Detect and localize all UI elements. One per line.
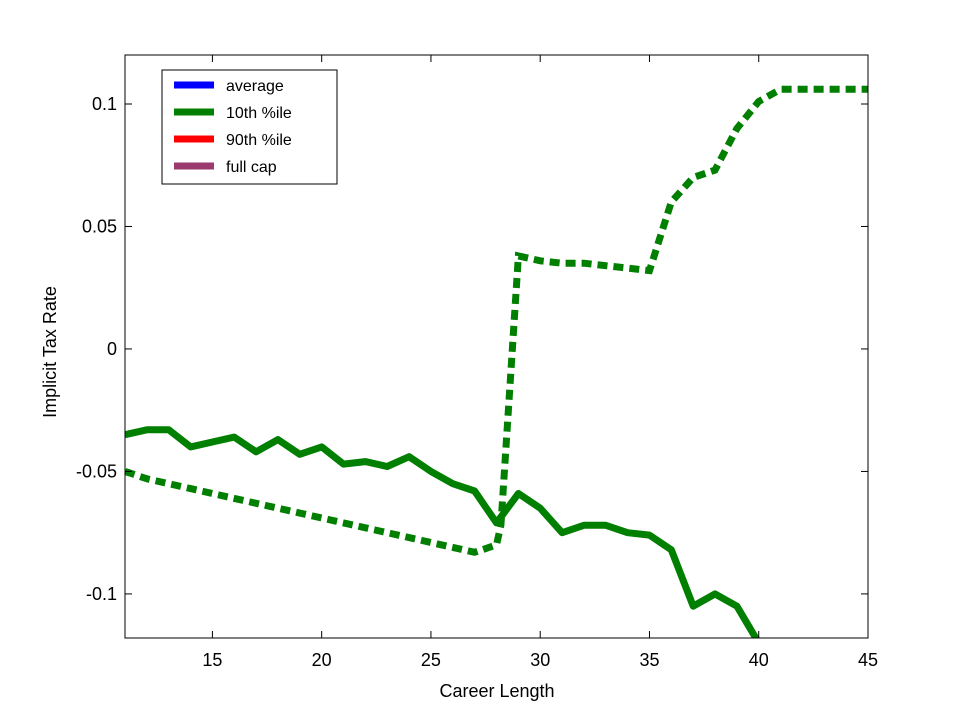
x-tick-label: 25 xyxy=(421,650,441,670)
plot-frame xyxy=(124,54,869,639)
x-tick-label: 30 xyxy=(530,650,550,670)
series-line-dotted xyxy=(125,85,868,556)
y-tick-label: 0 xyxy=(107,339,117,359)
y-tick-label: -0.05 xyxy=(76,461,117,481)
x-tick-label: 15 xyxy=(202,650,222,670)
series-line-solid xyxy=(125,426,760,638)
legend-label: full cap xyxy=(226,159,277,176)
y-tick-label: 0.1 xyxy=(92,94,117,114)
x-tick-label: 20 xyxy=(312,650,332,670)
legend: average 10th %ile 90th %ile full cap xyxy=(161,69,338,185)
x-tick-label: 35 xyxy=(639,650,659,670)
x-tick-label: 40 xyxy=(749,650,769,670)
x-axis-label: Career Length xyxy=(439,681,554,701)
legend-label: average xyxy=(226,78,284,95)
x-tick-label: 45 xyxy=(858,650,878,670)
legend-label: 90th %ile xyxy=(226,132,292,149)
y-axis-label: Implicit Tax Rate xyxy=(40,286,60,418)
legend-label: 10th %ile xyxy=(226,105,292,122)
y-tick-label: 0.05 xyxy=(82,216,117,236)
y-tick-label: -0.1 xyxy=(86,584,117,604)
